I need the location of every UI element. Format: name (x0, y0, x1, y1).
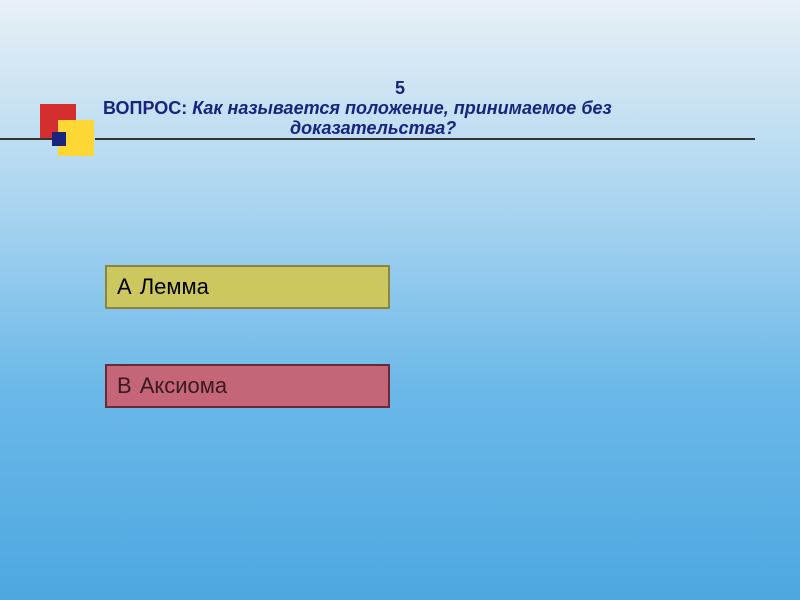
answer-b-letter: B (117, 373, 132, 399)
question-number: 5 (395, 78, 405, 99)
header-line-left (0, 138, 52, 140)
answer-option-b[interactable]: B Аксиома (105, 364, 390, 408)
answer-b-text: Аксиома (140, 373, 227, 399)
answer-a-text: Лемма (140, 274, 209, 300)
question-line1: ВОПРОС: Как называется положение, приним… (103, 98, 612, 119)
question-text-line1: Как называется положение, принимаемое бе… (192, 98, 611, 118)
question-label-text: ВОПРОС: (103, 98, 187, 118)
slide: 5 ВОПРОС: Как называется положение, прин… (0, 0, 800, 600)
decor-blue-square (52, 132, 66, 146)
answer-option-a[interactable]: A Лемма (105, 265, 390, 309)
question-text-line2: доказательства? (290, 118, 456, 139)
answer-a-letter: A (117, 274, 132, 300)
